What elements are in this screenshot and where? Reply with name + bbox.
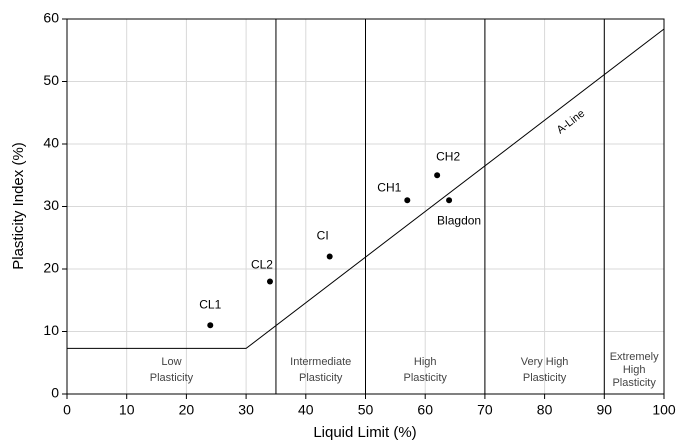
zone-label: Plasticity xyxy=(150,372,194,384)
zone-label: High xyxy=(623,364,646,376)
x-tick-label: 30 xyxy=(238,402,254,418)
point-label: CH1 xyxy=(377,180,401,194)
x-tick-label: 70 xyxy=(477,402,493,418)
x-tick-label: 0 xyxy=(63,402,71,418)
y-axis-title: Plasticity Index (%) xyxy=(10,142,27,270)
plot-frame xyxy=(66,18,665,395)
y-tick-label: 60 xyxy=(43,10,59,26)
x-tick-label: 100 xyxy=(652,402,676,418)
point-label: Blagdon xyxy=(437,213,481,227)
y-tick-label: 10 xyxy=(43,322,59,338)
point-label: CI xyxy=(317,229,329,243)
x-axis-title: Liquid Limit (%) xyxy=(313,424,416,441)
y-tick-label: 40 xyxy=(43,135,59,151)
x-tick-label: 50 xyxy=(358,402,374,418)
zone-label: Plasticity xyxy=(403,372,447,384)
data-point xyxy=(326,253,333,260)
point-label: CH2 xyxy=(436,149,460,163)
zone-label: Extremely xyxy=(610,351,659,363)
data-point xyxy=(207,322,214,329)
y-tick-label: 20 xyxy=(43,260,59,276)
zone-label: Very High xyxy=(521,356,569,368)
x-tick-label: 60 xyxy=(417,402,433,418)
data-point xyxy=(404,197,411,204)
point-label: CL1 xyxy=(199,297,221,311)
data-point xyxy=(434,172,441,179)
y-tick-label: 50 xyxy=(43,72,59,88)
zone-label: Plasticity xyxy=(612,377,656,389)
zone-label: Intermediate xyxy=(290,356,351,368)
y-tick-label: 30 xyxy=(43,197,59,213)
data-point xyxy=(266,278,273,285)
zone-label: Plasticity xyxy=(299,372,343,384)
zone-label: High xyxy=(414,356,437,368)
a-line-label: A-Line xyxy=(555,108,588,137)
y-tick-label: 0 xyxy=(51,385,59,401)
x-tick-label: 80 xyxy=(537,402,553,418)
x-tick-label: 10 xyxy=(119,402,135,418)
zone-label: Low xyxy=(161,356,181,368)
x-tick-label: 40 xyxy=(298,402,314,418)
a-line xyxy=(67,28,665,349)
data-point xyxy=(446,197,453,204)
zone-label: Plasticity xyxy=(523,372,567,384)
point-label: CL2 xyxy=(251,258,273,272)
x-tick-label: 20 xyxy=(179,402,195,418)
x-tick-label: 90 xyxy=(597,402,613,418)
